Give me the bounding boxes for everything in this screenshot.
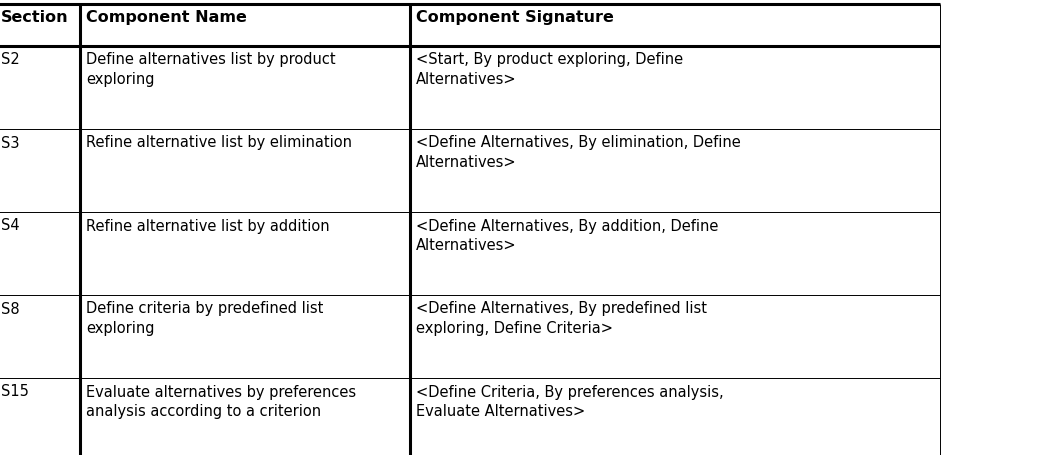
Text: Refine alternative list by elimination: Refine alternative list by elimination	[86, 135, 352, 150]
Text: S15: S15	[1, 384, 29, 399]
Text: <Define Criteria, By preferences analysis,
Evaluate Alternatives>: <Define Criteria, By preferences analysi…	[416, 384, 723, 419]
Text: Define criteria by predefined list
exploring: Define criteria by predefined list explo…	[86, 301, 324, 336]
Text: <Define Alternatives, By predefined list
exploring, Define Criteria>: <Define Alternatives, By predefined list…	[416, 301, 707, 336]
Text: Component Name: Component Name	[86, 10, 247, 25]
Text: S3: S3	[1, 135, 20, 150]
Text: S8: S8	[1, 301, 20, 316]
Text: S2: S2	[1, 52, 20, 67]
Text: Refine alternative list by addition: Refine alternative list by addition	[86, 218, 330, 233]
Text: S4: S4	[1, 218, 20, 233]
Text: <Define Alternatives, By elimination, Define
Alternatives>: <Define Alternatives, By elimination, De…	[416, 135, 741, 170]
Text: Evaluate alternatives by preferences
analysis according to a criterion: Evaluate alternatives by preferences ana…	[86, 384, 356, 419]
Text: Section: Section	[1, 10, 69, 25]
Text: <Start, By product exploring, Define
Alternatives>: <Start, By product exploring, Define Alt…	[416, 52, 683, 87]
Text: <Define Alternatives, By addition, Define
Alternatives>: <Define Alternatives, By addition, Defin…	[416, 218, 718, 253]
Text: Component Signature: Component Signature	[416, 10, 613, 25]
Text: Define alternatives list by product
exploring: Define alternatives list by product expl…	[86, 52, 335, 87]
